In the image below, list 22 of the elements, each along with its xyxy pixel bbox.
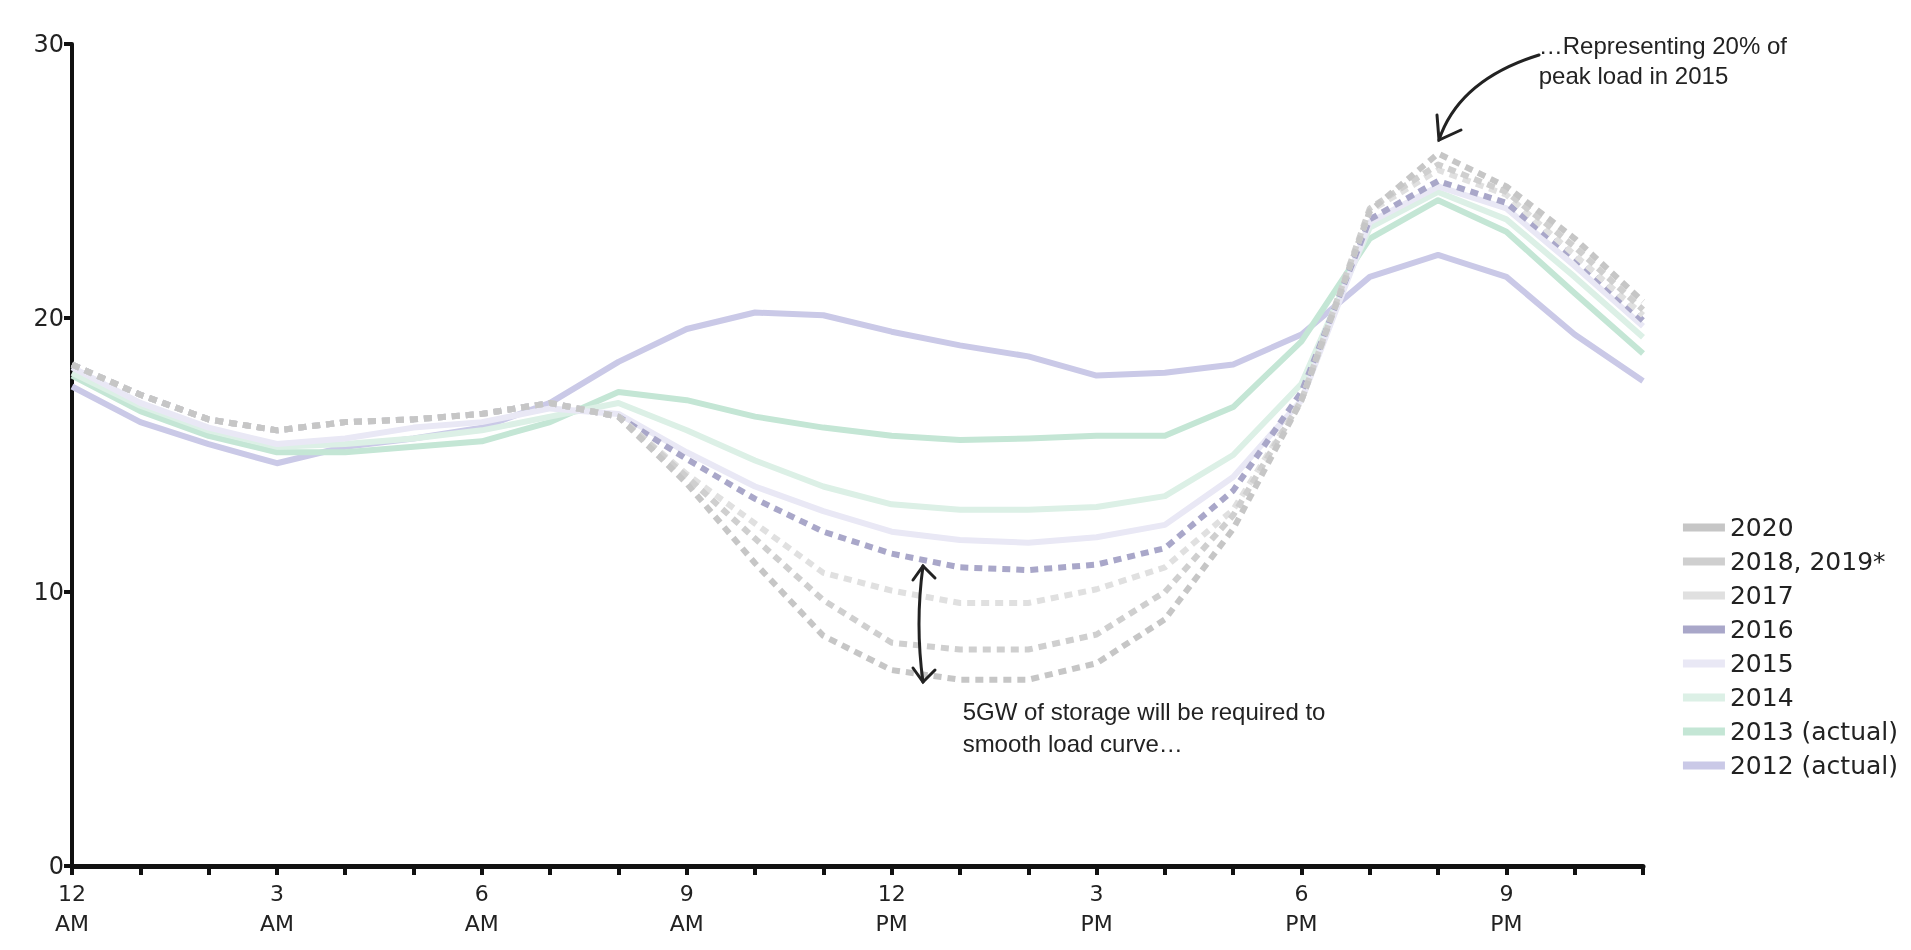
x-tick-label: 3 AM xyxy=(259,880,294,936)
y-tick-label: 10 xyxy=(33,578,64,606)
legend-label: 2014 xyxy=(1729,683,1794,712)
x-tick-label: 9 PM xyxy=(1490,880,1523,936)
annotation: 5GW of storage will be required to smooth load curve… xyxy=(962,698,1326,758)
legend-label: 2013 (actual) xyxy=(1729,717,1899,746)
legend-label: 2016 xyxy=(1729,615,1794,644)
legend-label: 2015 xyxy=(1729,649,1794,678)
legend-label: 2017 xyxy=(1729,581,1794,610)
y-tick-label: 20 xyxy=(33,304,64,332)
x-tick-label: 6 AM xyxy=(464,880,499,936)
legend-label: 2020 xyxy=(1729,513,1794,542)
legend-label: 2018, 2019* xyxy=(1729,547,1886,576)
y-tick-label: 30 xyxy=(33,30,64,58)
x-tick-label: 3 PM xyxy=(1080,880,1113,936)
x-tick-label: 9 AM xyxy=(669,880,704,936)
annotation: …Representing 20% of peak load in 2015 xyxy=(1538,31,1788,89)
y-tick-label: 0 xyxy=(48,852,64,880)
x-tick-label: 6 PM xyxy=(1285,880,1318,936)
x-tick-label: 12 AM xyxy=(54,880,90,936)
legend-label: 2012 (actual) xyxy=(1729,751,1899,780)
x-tick-label: 12 PM xyxy=(875,880,908,936)
